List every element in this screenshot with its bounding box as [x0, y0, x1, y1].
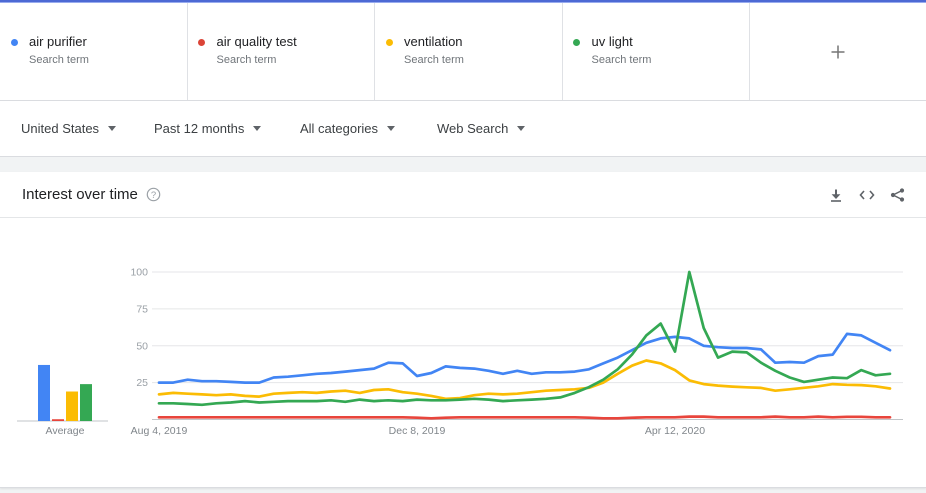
help-icon[interactable]: ?: [146, 187, 161, 202]
add-comparison-card[interactable]: [750, 3, 926, 100]
svg-text:25: 25: [136, 377, 148, 389]
filter-time-label: Past 12 months: [154, 121, 245, 136]
chevron-down-icon: [517, 126, 526, 131]
term-card-ventilation[interactable]: ventilation Search term: [375, 3, 563, 100]
filter-search-type[interactable]: Web Search: [437, 121, 526, 136]
comparison-row: air purifier Search term air quality tes…: [0, 3, 926, 101]
filter-time[interactable]: Past 12 months: [154, 121, 262, 136]
term-color-dot: [573, 39, 580, 46]
panel-header: Interest over time ?: [0, 172, 926, 218]
term-sublabel: Search term: [591, 54, 652, 66]
term-color-dot: [10, 39, 18, 46]
filters-bar: United States Past 12 months All categor…: [0, 101, 926, 157]
plus-icon: [831, 45, 845, 58]
chevron-down-icon: [253, 126, 262, 131]
panel-actions: [827, 186, 907, 204]
svg-text:Apr 12, 2020: Apr 12, 2020: [645, 425, 705, 437]
term-card-uv-light[interactable]: uv light Search term: [563, 3, 750, 100]
header-accent-bar: [0, 0, 926, 3]
svg-text:Dec 8, 2019: Dec 8, 2019: [389, 425, 446, 437]
interest-over-time-panel: Interest over time ? 25 50 75 100: [0, 172, 926, 488]
svg-text:?: ?: [151, 190, 156, 201]
term-label: uv light: [591, 34, 633, 49]
chevron-down-icon: [108, 126, 117, 131]
share-icon[interactable]: [889, 186, 907, 204]
term-card-air-quality-test[interactable]: air quality test Search term: [188, 3, 375, 100]
filter-geo-label: United States: [21, 121, 100, 136]
term-color-dot: [385, 39, 393, 46]
embed-icon[interactable]: [858, 186, 876, 204]
svg-text:100: 100: [130, 267, 148, 279]
filter-search-type-label: Web Search: [437, 121, 509, 136]
filter-geo[interactable]: United States: [21, 121, 117, 136]
download-icon[interactable]: [827, 186, 845, 204]
term-sublabel: Search term: [404, 54, 464, 66]
term-label: air quality test: [216, 34, 297, 49]
panel-title: Interest over time: [22, 186, 138, 203]
page-gap: [0, 157, 926, 172]
term-sublabel: Search term: [216, 54, 277, 66]
svg-text:Average: Average: [46, 425, 85, 437]
term-sublabel: Search term: [29, 54, 89, 66]
term-label: air purifier: [29, 34, 87, 49]
filter-category-label: All categories: [300, 121, 379, 136]
interest-over-time-chart[interactable]: 25 50 75 100 Aug 4, 2019 Dec 8, 2019 Apr 12, 2…: [0, 218, 926, 488]
term-color-dot: [198, 39, 205, 46]
filter-category[interactable]: All categories: [300, 121, 396, 136]
svg-text:Aug 4, 2019: Aug 4, 2019: [131, 425, 188, 437]
term-label: ventilation: [404, 34, 463, 49]
term-card-air-purifier[interactable]: air purifier Search term: [0, 3, 188, 100]
svg-text:50: 50: [136, 340, 148, 352]
svg-text:75: 75: [136, 303, 148, 315]
chevron-down-icon: [387, 126, 396, 131]
